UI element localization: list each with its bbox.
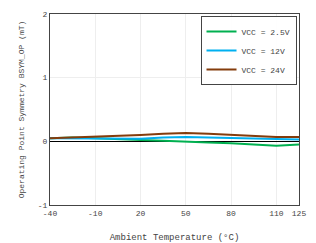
svg-text:-10: -10: [88, 209, 103, 218]
svg-text:0: 0: [43, 137, 48, 146]
svg-text:Ambient Temperature (°C): Ambient Temperature (°C): [110, 233, 240, 243]
svg-text:2: 2: [43, 10, 48, 19]
svg-text:Operating Point Symmetry BSΥM_: Operating Point Symmetry BSΥM_OP (mT): [17, 21, 26, 199]
svg-text:-1: -1: [38, 201, 48, 210]
svg-text:110: 110: [269, 209, 284, 218]
svg-text:-40: -40: [43, 209, 58, 218]
svg-text:1: 1: [43, 73, 48, 82]
svg-text:VCC = 24V: VCC = 24V: [242, 66, 285, 75]
svg-text:125: 125: [292, 209, 307, 218]
svg-text:20: 20: [136, 209, 146, 218]
svg-text:VCC = 2.5V: VCC = 2.5V: [242, 28, 290, 37]
svg-text:VCC = 12V: VCC = 12V: [242, 47, 285, 56]
svg-text:80: 80: [226, 209, 236, 218]
svg-text:50: 50: [181, 209, 191, 218]
